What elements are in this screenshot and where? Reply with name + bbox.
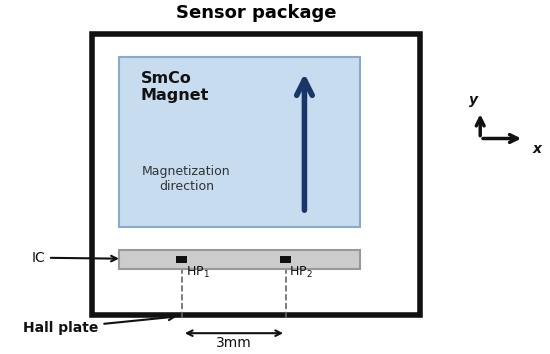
Bar [119, 57, 360, 227]
Text: x: x [532, 142, 541, 156]
Bar [280, 256, 292, 263]
Text: 3mm: 3mm [216, 336, 252, 350]
Text: Sensor package: Sensor package [175, 4, 336, 22]
Bar [119, 250, 360, 269]
Text: y: y [469, 93, 478, 107]
Bar [92, 34, 420, 315]
Bar [177, 256, 188, 263]
Text: IC: IC [31, 251, 117, 265]
Text: SmCo
Magnet: SmCo Magnet [141, 71, 210, 103]
Text: Hall plate: Hall plate [23, 315, 174, 335]
Text: Magnetization
direction: Magnetization direction [142, 165, 231, 193]
Text: HP$_1$: HP$_1$ [186, 265, 210, 280]
Text: HP$_2$: HP$_2$ [289, 265, 313, 280]
